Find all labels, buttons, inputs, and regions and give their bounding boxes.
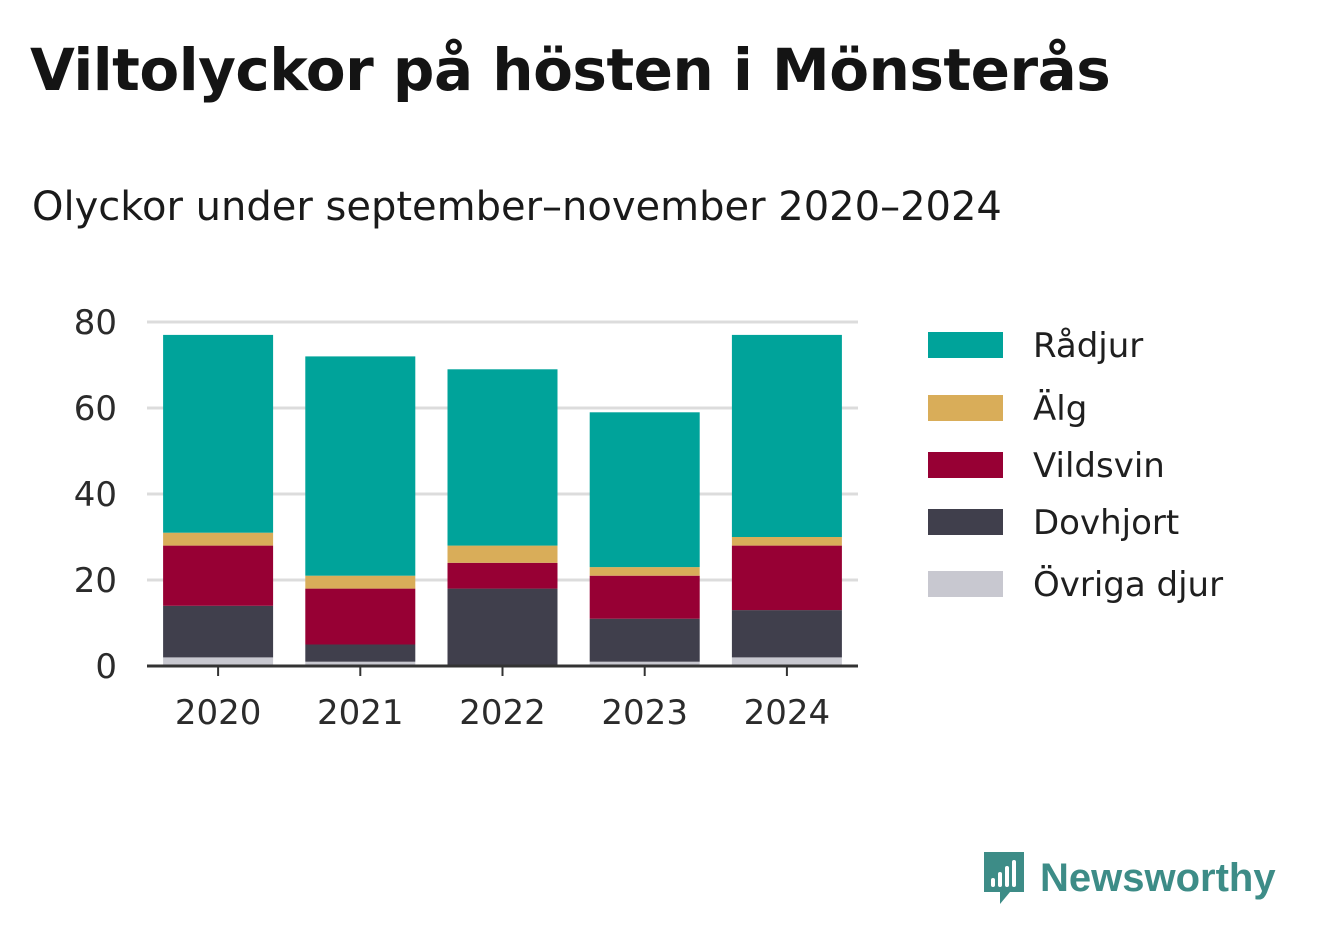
brand-name: Newsworthy — [1040, 855, 1276, 900]
bar-segment — [305, 661, 416, 666]
y-tick-label: 20 — [74, 561, 117, 601]
bar-segment — [305, 644, 416, 662]
legend-label: Vildsvin — [1033, 446, 1165, 486]
legend-swatch — [928, 395, 1003, 421]
y-tick-label: 80 — [74, 303, 117, 343]
legend-label: Rådjur — [1033, 326, 1143, 366]
x-axis-ticks: 2020 2021 2022 2023 2024 — [175, 666, 830, 733]
bar-segment — [731, 334, 842, 537]
x-tick-label: 2020 — [175, 693, 262, 733]
y-tick-label: 60 — [74, 389, 117, 429]
legend-swatch — [928, 332, 1003, 358]
brand-logo: Newsworthy — [980, 848, 1276, 908]
y-axis-ticks: 0 20 40 60 80 — [74, 303, 117, 687]
x-tick-label: 2021 — [317, 693, 404, 733]
x-tick-label: 2023 — [601, 693, 688, 733]
bar-segment — [447, 545, 558, 563]
bar-segment — [589, 412, 700, 568]
legend-swatch — [928, 509, 1003, 535]
chart-subtitle: Olyckor under september–november 2020–20… — [32, 184, 1002, 230]
bar-segment — [589, 567, 700, 576]
legend-label: Dovhjort — [1033, 503, 1179, 543]
bar-segment — [589, 575, 700, 619]
bar-segment — [163, 334, 274, 533]
bar-segment — [447, 562, 558, 589]
y-tick-label: 40 — [74, 475, 117, 515]
bar-segment — [305, 575, 416, 589]
bar-segment — [305, 588, 416, 645]
bar-segment — [731, 657, 842, 666]
bar-segment — [731, 610, 842, 658]
bar-segment — [447, 588, 558, 666]
bar-segment — [731, 537, 842, 546]
legend-label: Älg — [1033, 389, 1087, 429]
bar-segment — [447, 369, 558, 546]
newsworthy-logo-icon — [984, 852, 1024, 904]
bars — [163, 334, 842, 666]
y-tick-label: 0 — [95, 647, 117, 687]
x-tick-label: 2022 — [459, 693, 546, 733]
bar-segment — [163, 545, 274, 606]
legend-swatch — [928, 571, 1003, 597]
chart-title: Viltolyckor på hösten i Mönsterås — [30, 36, 1111, 104]
bar-segment — [731, 545, 842, 611]
legend-label: Övriga djur — [1033, 564, 1223, 605]
legend-swatch — [928, 452, 1003, 478]
bar-segment — [163, 532, 274, 546]
bar-segment — [589, 618, 700, 662]
x-tick-label: 2024 — [744, 693, 831, 733]
bar-segment — [163, 657, 274, 666]
bar-segment — [305, 356, 416, 576]
bar-segment — [163, 605, 274, 658]
legend: Rådjur Älg Vildsvin Dovhjort Övriga djur — [928, 326, 1223, 605]
bar-segment — [589, 661, 700, 666]
